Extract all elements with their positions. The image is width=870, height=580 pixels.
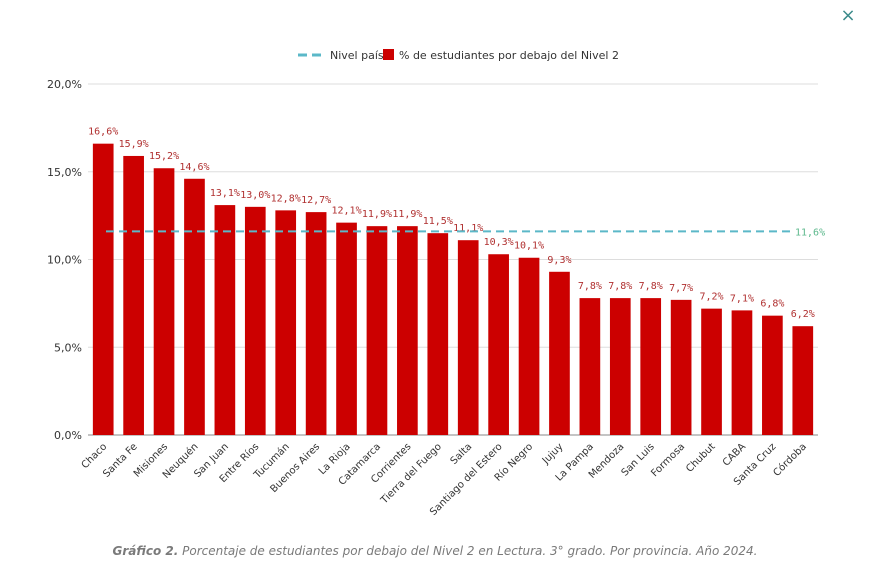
bar (579, 298, 601, 435)
bar (701, 308, 722, 435)
x-tick-label: CABA (721, 441, 748, 468)
bar (762, 315, 783, 435)
bar-value-label: 12,1% (331, 206, 361, 217)
bar-value-label: 10,1% (514, 241, 544, 252)
x-tick-label: Córdoba (771, 441, 809, 479)
y-tick-label: 15,0% (47, 166, 82, 179)
bar-value-label: 15,9% (119, 139, 149, 150)
close-icon[interactable]: × (840, 5, 856, 26)
legend-line-label: Nivel país (330, 49, 384, 62)
caption-text: Porcentaje de estudiantes por debajo del… (178, 544, 758, 558)
y-tick-label: 20,0% (47, 78, 82, 91)
x-tick-label: Formosa (649, 441, 687, 479)
bar (670, 299, 692, 435)
bar-value-label: 13,1% (210, 188, 240, 199)
bar-value-label: 6,2% (791, 309, 815, 320)
bar (123, 155, 144, 435)
bar-value-label: 14,6% (179, 162, 209, 173)
bar-value-label: 7,8% (578, 281, 602, 292)
bar (518, 257, 540, 435)
bar (427, 233, 449, 435)
chart-legend: Nivel país % de estudiantes por debajo d… (298, 49, 619, 62)
bar-value-label: 7,1% (730, 293, 754, 304)
bar (92, 143, 114, 436)
bar-value-label: 9,3% (547, 255, 571, 266)
bar (397, 226, 418, 435)
bar-value-label: 12,8% (271, 193, 301, 204)
bar-value-label: 15,2% (149, 151, 179, 162)
x-tick-label: Chubut (684, 441, 717, 474)
bar-value-label: 10,3% (484, 237, 514, 248)
bar-value-label: 13,0% (240, 190, 270, 201)
legend-bar-swatch (383, 49, 394, 60)
y-tick-label: 5,0% (54, 341, 82, 354)
bar-value-label: 11,9% (392, 209, 422, 220)
bar-value-label: 7,7% (669, 283, 693, 294)
caption-prefix: Gráfico 2. (112, 544, 179, 558)
bar-value-label: 6,8% (760, 299, 784, 310)
x-tick-label: Chaco (80, 441, 110, 471)
bar (549, 271, 570, 435)
figure-caption: Gráfico 2. Porcentaje de estudiantes por… (0, 544, 870, 558)
bar (214, 205, 236, 435)
bar-value-label: 12,7% (301, 195, 331, 206)
bar-value-label: 11,5% (423, 216, 453, 227)
bar (275, 210, 297, 435)
bar-value-label: 11,1% (453, 223, 483, 234)
bars (92, 143, 814, 436)
y-gridlines (88, 83, 818, 436)
y-axis-tick-labels: 0,0% 5,0% 10,0% 15,0% 20,0% (47, 78, 82, 442)
bar (609, 298, 631, 435)
bar (792, 326, 814, 435)
x-tick-label: Jujuy (540, 441, 566, 467)
y-tick-label: 0,0% (54, 429, 82, 442)
bar-value-label: 7,8% (608, 281, 632, 292)
bar (640, 298, 662, 435)
bar (457, 240, 479, 435)
legend-bar-label: % de estudiantes por debajo del Nivel 2 (399, 49, 619, 62)
bar (184, 178, 205, 435)
bar (305, 212, 327, 435)
y-tick-label: 10,0% (47, 254, 82, 267)
bar (244, 206, 266, 435)
reference-line-group: 11,6% (106, 227, 825, 238)
bar (153, 168, 175, 436)
bar (731, 310, 753, 435)
bar-chart: Nivel país % de estudiantes por debajo d… (47, 49, 825, 518)
bar-value-label: 11,9% (362, 209, 392, 220)
bar (488, 254, 509, 435)
bar-value-label: 7,2% (699, 292, 723, 303)
bar (366, 226, 388, 435)
bar-value-labels: 16,6%15,9%15,2%14,6% 13,1% 13,0% 12,8% 12,7%… (88, 127, 815, 321)
x-tick-label: Salta (449, 441, 475, 467)
bar-value-label: 7,8% (639, 281, 663, 292)
bar (336, 222, 357, 435)
bar-value-label: 16,6% (88, 127, 118, 138)
reference-line-label: 11,6% (795, 227, 825, 238)
